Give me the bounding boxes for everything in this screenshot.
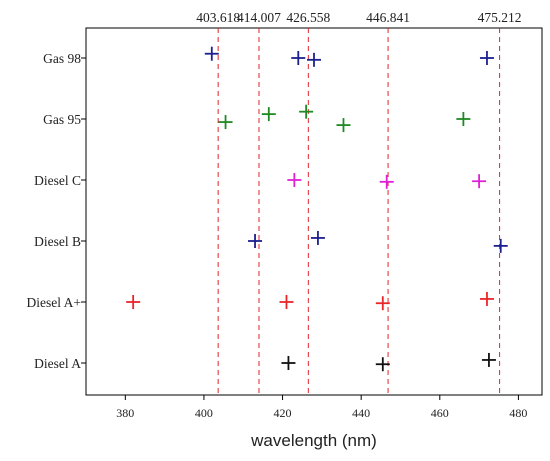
category-label: Gas 98 — [43, 51, 81, 66]
data-point — [279, 295, 294, 309]
x-axis-title: wavelength (nm) — [250, 431, 377, 450]
reference-line-label: 475.212 — [478, 10, 522, 25]
data-point — [218, 115, 233, 130]
reference-line-label: 446.841 — [366, 10, 410, 25]
category-label: Gas 95 — [43, 112, 81, 127]
data-point — [493, 238, 508, 253]
data-point — [479, 291, 494, 306]
category-labels: Gas 98 Gas 95 Diesel C Diesel B Diesel A+ Die… — [27, 51, 86, 371]
data-point — [299, 104, 314, 119]
x-tick-label: 400 — [195, 406, 213, 420]
category-label: Diesel B — [34, 234, 81, 249]
data-point — [287, 173, 302, 187]
x-tick-label: 460 — [431, 406, 449, 420]
data-point — [126, 295, 141, 309]
data-point — [261, 107, 276, 122]
category-label: Diesel C — [34, 173, 81, 188]
data-point — [336, 118, 351, 133]
x-tick-label: 420 — [274, 406, 292, 420]
x-tick-label: 380 — [116, 406, 134, 420]
data-points — [126, 46, 508, 372]
reference-lines — [217, 28, 501, 395]
data-point — [456, 112, 471, 126]
data-point — [307, 52, 321, 67]
x-tick-label: 440 — [352, 406, 370, 420]
data-point — [375, 357, 390, 372]
data-point — [248, 234, 263, 248]
category-label: Diesel A+ — [27, 295, 81, 310]
data-point — [375, 296, 390, 311]
category-label: Diesel A — [34, 356, 81, 371]
data-point — [479, 51, 494, 65]
data-point — [281, 356, 296, 370]
reference-line-label: 426.558 — [286, 10, 330, 25]
data-point — [379, 174, 394, 189]
data-point — [472, 174, 487, 189]
reference-line-label: 414.007 — [237, 10, 281, 25]
data-point — [291, 51, 306, 65]
data-point — [310, 230, 325, 245]
x-axis-ticks: 380 400 420 440 460 480 — [116, 395, 527, 420]
data-point — [481, 352, 496, 367]
plot-frame — [85, 27, 543, 396]
data-point — [204, 46, 219, 61]
reference-line-label: 403.618 — [196, 10, 240, 25]
x-tick-label: 480 — [509, 406, 527, 420]
